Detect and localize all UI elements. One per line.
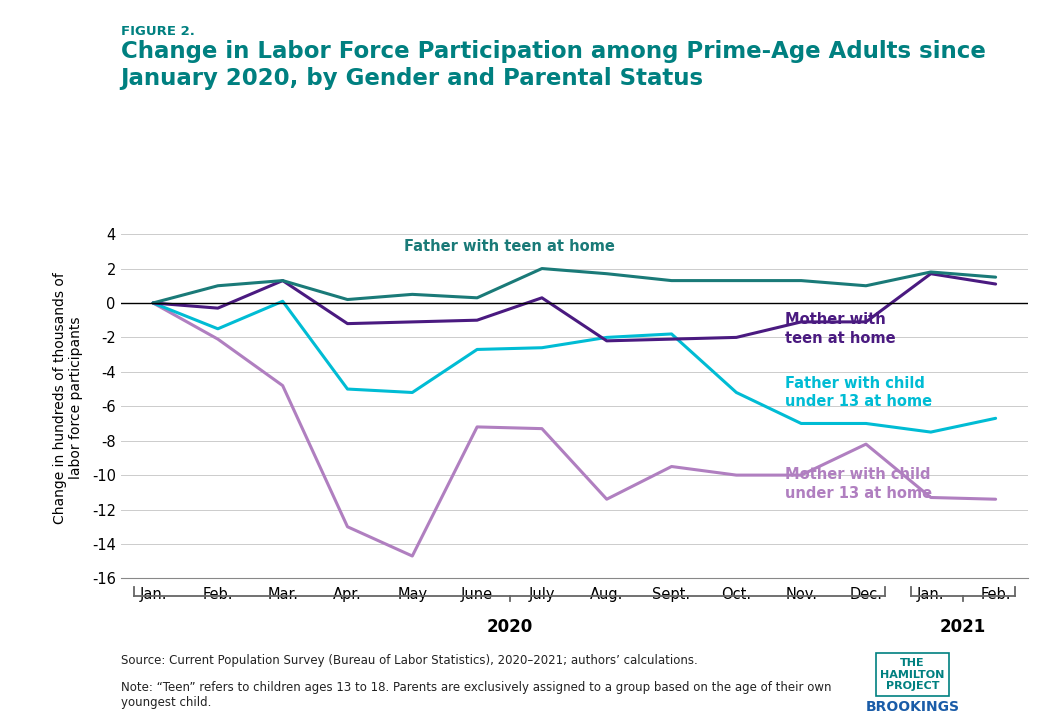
Y-axis label: Change in hundreds of thousands of
labor force participants: Change in hundreds of thousands of labor… <box>53 272 84 523</box>
Text: THE
HAMILTON
PROJECT: THE HAMILTON PROJECT <box>880 658 945 691</box>
Text: 2020: 2020 <box>487 618 533 636</box>
Text: Father with child
under 13 at home: Father with child under 13 at home <box>785 376 933 409</box>
Text: Mother with child
under 13 at home: Mother with child under 13 at home <box>785 467 933 500</box>
Text: BROOKINGS: BROOKINGS <box>865 700 960 714</box>
Text: Mother with
teen at home: Mother with teen at home <box>785 312 896 346</box>
Text: Change in Labor Force Participation among Prime-Age Adults since
January 2020, b: Change in Labor Force Participation amon… <box>121 40 985 90</box>
Text: Father with teen at home: Father with teen at home <box>404 239 615 254</box>
Text: FIGURE 2.: FIGURE 2. <box>121 25 194 38</box>
Text: 2021: 2021 <box>940 618 986 636</box>
Text: Source: Current Population Survey (Bureau of Labor Statistics), 2020–2021; autho: Source: Current Population Survey (Burea… <box>121 654 698 667</box>
Text: Note: “Teen” refers to children ages 13 to 18. Parents are exclusively assigned : Note: “Teen” refers to children ages 13 … <box>121 681 831 709</box>
